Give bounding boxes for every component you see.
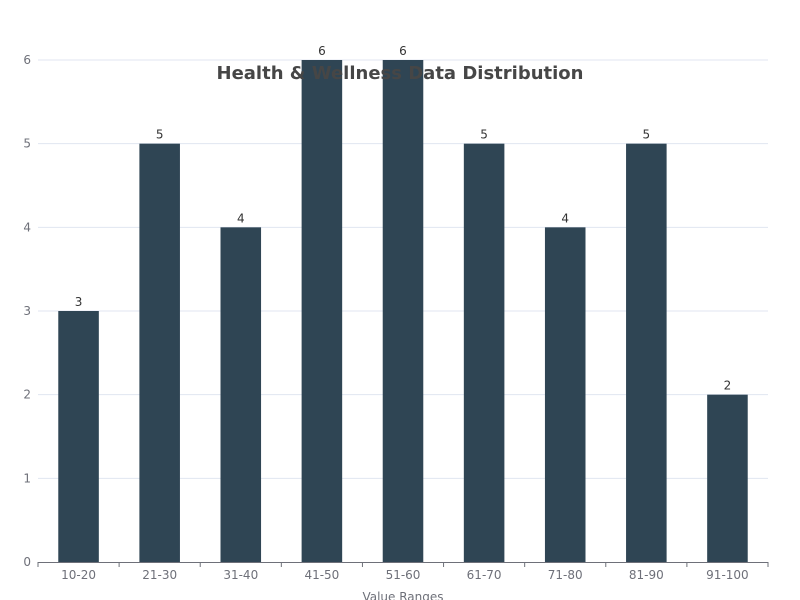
y-tick-label: 6 [23,53,31,67]
y-tick-label: 0 [23,555,31,569]
chart-title: Health & Wellness Data Distribution [217,63,584,84]
data-label: 5 [156,128,164,142]
y-tick-label: 5 [23,137,31,151]
bar[interactable] [139,143,180,562]
x-tick-label: 71-80 [548,568,583,582]
data-label: 5 [480,128,488,142]
data-label: 6 [318,44,326,58]
data-label: 4 [561,211,569,225]
y-axis: 0 1 2 3 4 5 6 [23,53,31,569]
x-tick-label: 10-20 [61,568,96,582]
data-label: 6 [399,44,407,58]
data-label: 2 [724,379,732,393]
x-tick-label: 31-40 [223,568,258,582]
bar[interactable] [707,394,748,562]
y-tick-label: 3 [23,304,31,318]
y-tick-label: 1 [23,471,31,485]
x-tick-label: 81-90 [629,568,664,582]
bar[interactable] [301,60,343,562]
x-axis: 10-20 21-30 31-40 41-50 51-60 61-70 71-80 81-90… [37,562,769,582]
x-tick-label: 21-30 [142,568,177,582]
data-label: 4 [237,211,245,225]
data-labels: 3 5 4 6 6 5 4 5 2 [75,44,732,393]
y-tick-label: 2 [23,388,31,402]
bar[interactable] [544,227,586,563]
y-tick-label: 4 [23,220,31,234]
x-tick-label: 41-50 [304,568,339,582]
bar[interactable] [220,227,262,563]
bars [58,60,748,563]
x-tick-label: 61-70 [467,568,502,582]
data-label: 5 [643,128,651,142]
bar[interactable] [382,60,424,562]
x-axis-title: Value Ranges [362,590,443,600]
bar[interactable] [58,311,99,562]
bar[interactable] [463,143,505,562]
data-label: 3 [75,295,83,309]
x-tick-label: 91-100 [706,568,749,582]
x-tick-label: 51-60 [386,568,421,582]
bar[interactable] [626,143,667,562]
